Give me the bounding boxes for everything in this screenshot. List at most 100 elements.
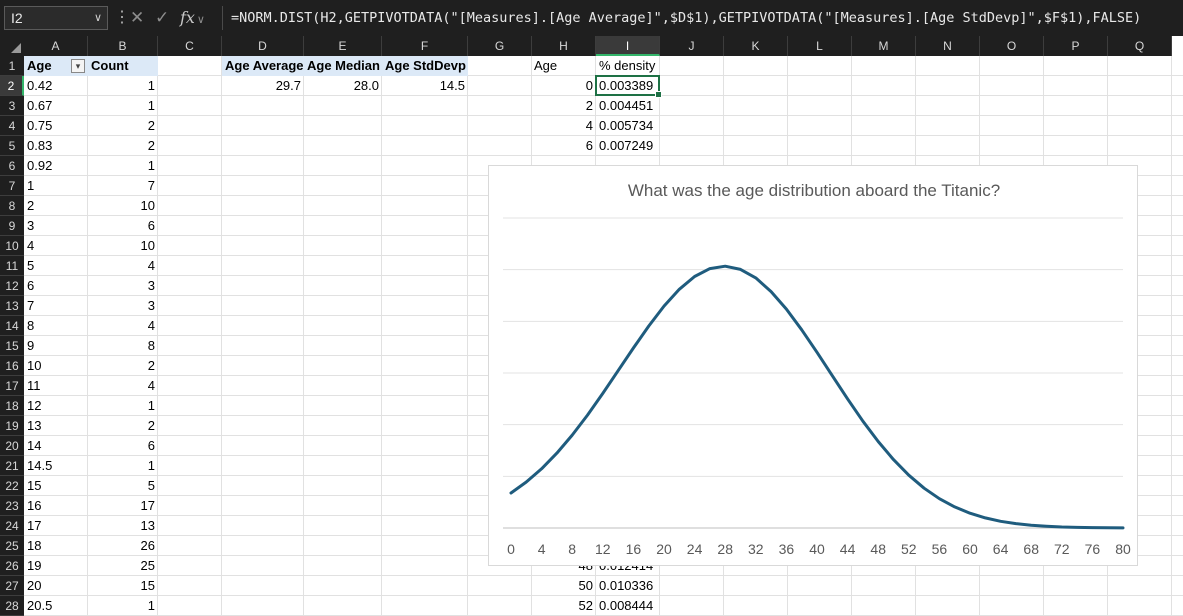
pivot-count-cell[interactable]: 1 <box>147 598 155 613</box>
pivot-count-cell[interactable]: 10 <box>140 238 155 253</box>
row-header-2[interactable]: 2 <box>0 76 24 96</box>
pivot-count-cell[interactable]: 3 <box>147 278 155 293</box>
row-header-22[interactable]: 22 <box>0 476 24 496</box>
column-header-g[interactable]: G <box>468 36 532 56</box>
pivot-age-cell[interactable]: 19 <box>27 558 42 573</box>
pivot-age-cell[interactable]: 4 <box>27 238 35 253</box>
pivot-count-cell[interactable]: 15 <box>140 578 155 593</box>
pivot-count-cell[interactable]: 6 <box>147 438 155 453</box>
row-header-5[interactable]: 5 <box>0 136 24 156</box>
row-header-10[interactable]: 10 <box>0 236 24 256</box>
column-header-n[interactable]: N <box>916 36 980 56</box>
pivot-age-cell[interactable]: 0.67 <box>27 98 53 113</box>
insert-function-icon[interactable]: fx <box>179 8 195 27</box>
column-header-c[interactable]: C <box>158 36 222 56</box>
column-header-f[interactable]: F <box>382 36 468 56</box>
filter-dropdown-icon[interactable]: ▾ <box>71 59 85 73</box>
pivot-age-cell[interactable]: 18 <box>27 538 42 553</box>
pivot-age-cell[interactable]: 3 <box>27 218 35 233</box>
row-header-13[interactable]: 13 <box>0 296 24 316</box>
pivot-count-cell[interactable]: 7 <box>147 178 155 193</box>
row-header-26[interactable]: 26 <box>0 556 24 576</box>
row-header-1[interactable]: 1 <box>0 56 24 76</box>
density-value-cell[interactable]: 0.005734 <box>599 118 654 133</box>
pivot-header-count[interactable]: Count <box>88 56 158 76</box>
column-header-k[interactable]: K <box>724 36 788 56</box>
pivot-count-cell[interactable]: 25 <box>140 558 155 573</box>
row-header-23[interactable]: 23 <box>0 496 24 516</box>
column-header-e[interactable]: E <box>304 36 382 56</box>
row-header-17[interactable]: 17 <box>0 376 24 396</box>
density-value-cell[interactable]: 0.010336 <box>599 578 654 593</box>
row-header-6[interactable]: 6 <box>0 156 24 176</box>
row-header-18[interactable]: 18 <box>0 396 24 416</box>
density-value-cell[interactable]: 0.008444 <box>599 598 654 613</box>
row-header-4[interactable]: 4 <box>0 116 24 136</box>
density-header-age[interactable]: Age <box>534 58 558 73</box>
pivot-count-cell[interactable]: 4 <box>147 378 155 393</box>
row-header-27[interactable]: 27 <box>0 576 24 596</box>
chevron-down-icon[interactable]: ∨ <box>196 14 205 26</box>
density-age-cell[interactable]: 2 <box>585 98 593 113</box>
row-header-12[interactable]: 12 <box>0 276 24 296</box>
stats-header[interactable]: Age StdDevp <box>382 56 468 76</box>
pivot-count-cell[interactable]: 1 <box>147 98 155 113</box>
chart-area[interactable]: What was the age distribution aboard the… <box>488 165 1138 566</box>
stats-header[interactable]: Age Median <box>304 56 382 76</box>
row-header-20[interactable]: 20 <box>0 436 24 456</box>
pivot-count-cell[interactable]: 2 <box>147 358 155 373</box>
stats-value[interactable]: 14.5 <box>439 78 465 93</box>
pivot-age-cell[interactable]: 7 <box>27 298 35 313</box>
column-header-o[interactable]: O <box>980 36 1044 56</box>
row-header-14[interactable]: 14 <box>0 316 24 336</box>
row-header-9[interactable]: 9 <box>0 216 24 236</box>
pivot-age-cell[interactable]: 14.5 <box>27 458 53 473</box>
column-header-q[interactable]: Q <box>1108 36 1172 56</box>
column-header-d[interactable]: D <box>222 36 304 56</box>
row-header-8[interactable]: 8 <box>0 196 24 216</box>
row-header-7[interactable]: 7 <box>0 176 24 196</box>
density-age-cell[interactable]: 6 <box>585 138 593 153</box>
pivot-count-cell[interactable]: 13 <box>140 518 155 533</box>
column-header-p[interactable]: P <box>1044 36 1108 56</box>
density-header-density[interactable]: % density <box>599 58 656 73</box>
stats-value[interactable]: 29.7 <box>275 78 301 93</box>
pivot-count-cell[interactable]: 1 <box>147 158 155 173</box>
pivot-count-cell[interactable]: 2 <box>147 418 155 433</box>
pivot-age-cell[interactable]: 9 <box>27 338 35 353</box>
pivot-count-cell[interactable]: 2 <box>147 138 155 153</box>
pivot-age-cell[interactable]: 20 <box>27 578 42 593</box>
pivot-age-cell[interactable]: 8 <box>27 318 35 333</box>
pivot-count-cell[interactable]: 17 <box>140 498 155 513</box>
pivot-age-cell[interactable]: 0.75 <box>27 118 53 133</box>
pivot-age-cell[interactable]: 5 <box>27 258 35 273</box>
cancel-icon[interactable]: ✕ <box>130 8 145 27</box>
name-box[interactable]: I2 ∨ <box>4 6 108 30</box>
column-header-l[interactable]: L <box>788 36 852 56</box>
density-value-cell[interactable]: 0.003389 <box>599 78 654 93</box>
pivot-count-cell[interactable]: 4 <box>147 318 155 333</box>
density-age-cell[interactable]: 0 <box>585 78 593 93</box>
pivot-age-cell[interactable]: 10 <box>27 358 42 373</box>
pivot-age-cell[interactable]: 0.92 <box>27 158 53 173</box>
density-age-cell[interactable]: 50 <box>578 578 593 593</box>
density-age-cell[interactable]: 4 <box>585 118 593 133</box>
row-header-3[interactable]: 3 <box>0 96 24 116</box>
chevron-down-icon[interactable]: ∨ <box>93 12 102 24</box>
row-header-25[interactable]: 25 <box>0 536 24 556</box>
density-value-cell[interactable]: 0.007249 <box>599 138 654 153</box>
pivot-count-cell[interactable]: 26 <box>140 538 155 553</box>
row-header-24[interactable]: 24 <box>0 516 24 536</box>
row-header-15[interactable]: 15 <box>0 336 24 356</box>
density-value-cell[interactable]: 0.004451 <box>599 98 654 113</box>
pivot-age-cell[interactable]: 20.5 <box>27 598 53 613</box>
column-header-h[interactable]: H <box>532 36 596 56</box>
row-header-21[interactable]: 21 <box>0 456 24 476</box>
column-header-b[interactable]: B <box>88 36 158 56</box>
pivot-count-cell[interactable]: 1 <box>147 78 155 93</box>
pivot-count-cell[interactable]: 2 <box>147 118 155 133</box>
row-header-16[interactable]: 16 <box>0 356 24 376</box>
formula-input[interactable]: =NORM.DIST(H2,GETPIVOTDATA("[Measures].[… <box>222 6 1181 30</box>
pivot-age-cell[interactable]: 12 <box>27 398 42 413</box>
pivot-count-cell[interactable]: 1 <box>147 458 155 473</box>
